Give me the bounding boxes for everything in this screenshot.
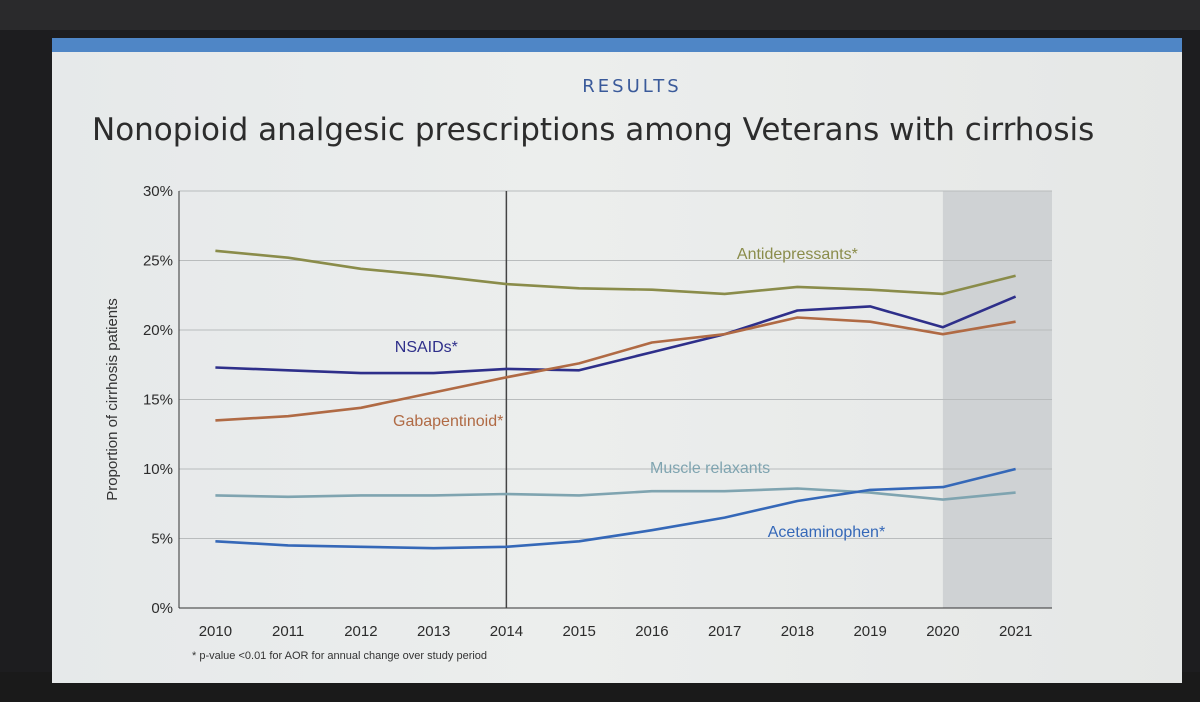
- y-tick-label: 0%: [151, 600, 173, 617]
- y-tick-label: 15%: [143, 392, 173, 409]
- series-line-muscle-relaxants: [215, 487, 1016, 501]
- series-label-muscle-relaxants: Muscle relaxants: [650, 460, 770, 477]
- x-tick-label: 2010: [199, 623, 232, 640]
- projection-screen: RESULTS Nonopioid analgesic prescription…: [52, 38, 1182, 683]
- section-label: RESULTS: [582, 76, 682, 97]
- series-label-antidepressants: Antidepressants*: [737, 246, 858, 263]
- y-tick-label: 20%: [143, 322, 173, 339]
- series-label-nsaids: NSAIDs*: [395, 339, 458, 356]
- series-line-gabapentinoid: [215, 316, 1016, 422]
- footnote: * p-value <0.01 for AOR for annual chang…: [192, 650, 488, 662]
- series-line-acetaminophen: [215, 467, 1016, 550]
- line-chart: 0% 5% 10% 15% 20% 25% 30% 2010 2011 2012 2013 2014 2…: [104, 183, 1052, 640]
- x-tick-label: 2019: [853, 623, 886, 640]
- slide-title: Nonopioid analgesic prescriptions among …: [92, 112, 1095, 148]
- x-tick-label: 2012: [344, 623, 377, 640]
- x-tick-label: 2021: [999, 623, 1032, 640]
- y-tick-label: 30%: [143, 183, 173, 200]
- series-line-antidepressants: [215, 249, 1016, 296]
- series-label-gabapentinoid: Gabapentinoid*: [393, 413, 503, 430]
- series-label-acetaminophen: Acetaminophen*: [768, 524, 885, 541]
- y-tick-label: 5%: [151, 531, 173, 548]
- y-axis-label: Proportion of cirrhosis patients: [104, 298, 121, 501]
- x-tick-label: 2013: [417, 623, 450, 640]
- x-tick-label: 2020: [926, 623, 959, 640]
- slide-top-bar: [52, 38, 1182, 52]
- x-tick-label: 2018: [781, 623, 814, 640]
- x-tick-label: 2011: [272, 623, 304, 640]
- y-tick-label: 10%: [143, 461, 173, 478]
- x-tick-label: 2016: [635, 623, 668, 640]
- x-tick-label: 2014: [490, 623, 523, 640]
- room-background-top: [0, 0, 1200, 30]
- series-line-nsaids: [215, 295, 1017, 375]
- y-tick-label: 25%: [143, 253, 173, 270]
- x-tick-label: 2015: [562, 623, 595, 640]
- x-tick-label: 2017: [708, 623, 741, 640]
